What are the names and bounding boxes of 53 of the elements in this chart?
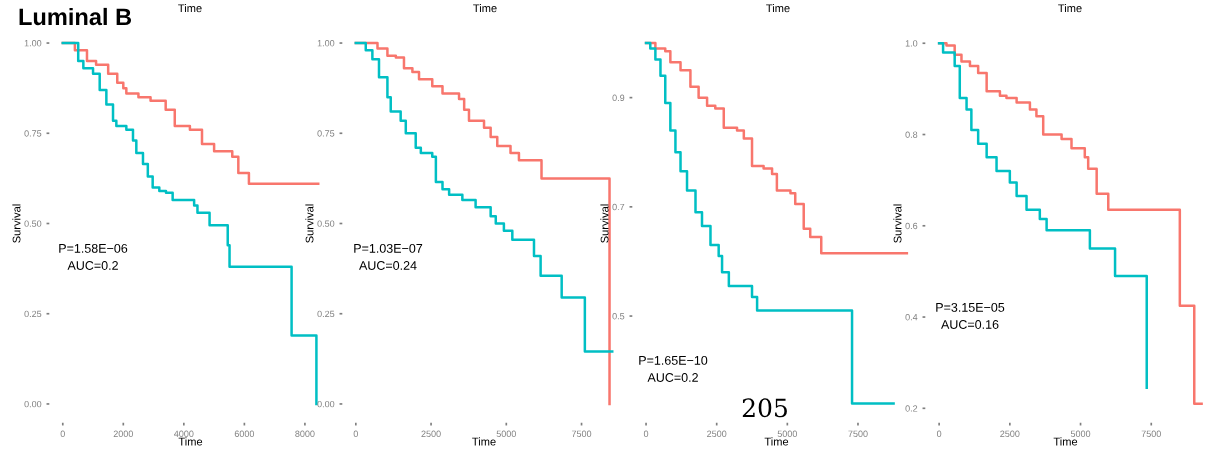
x-tick-label: 2500 xyxy=(421,430,441,437)
y-tick-label: 0.75 xyxy=(24,130,42,137)
y-tick-label: 0.2 xyxy=(905,405,918,412)
x-tick-label: 7500 xyxy=(1141,430,1161,437)
chart-title: Luminal B xyxy=(19,7,132,26)
x-tick-label: 0 xyxy=(643,430,649,437)
y-tick-label: 1.0 xyxy=(905,40,918,47)
annotation: P=3.15E−05 AUC=0.16 xyxy=(936,302,1005,329)
y-tick-label: 0.6 xyxy=(905,222,918,230)
text: Time xyxy=(1058,4,1082,13)
y-tick-label: 0.50 xyxy=(317,220,335,227)
y-tick-label: 1.00 xyxy=(24,40,42,47)
y-tick-label: 0.50 xyxy=(24,220,42,227)
x-tick-label: 2000 xyxy=(113,430,133,437)
x-tick-label: 7500 xyxy=(848,430,868,437)
x-tick-label: 2500 xyxy=(1000,430,1020,437)
y-tick-label: 0.00 xyxy=(24,400,42,408)
x-tick-label: 5000 xyxy=(496,430,516,437)
y-axis-title: Survival xyxy=(305,204,314,243)
annotation: P=1.58E−06 AUC=0.2 xyxy=(59,243,128,270)
annotation: P=1.65E−10 AUC=0.2 xyxy=(639,355,708,382)
y-tick-label: 0.25 xyxy=(24,310,42,318)
y-tick-label: 0.25 xyxy=(317,310,335,318)
y-tick-label: 1.00 xyxy=(317,40,335,47)
x-tick-label: 6000 xyxy=(234,430,255,437)
y-tick-label: 0.00 xyxy=(317,400,335,408)
x-tick-label: 5000 xyxy=(1070,430,1091,437)
text: Time xyxy=(473,4,497,13)
y-tick-label: 0.9 xyxy=(612,94,625,101)
y-axis-title: Survival xyxy=(600,204,609,243)
x-axis-title: Time xyxy=(764,437,789,446)
y-tick-label: 0.8 xyxy=(905,131,918,138)
annotation: 205 xyxy=(742,398,787,418)
y-tick-label: 0.4 xyxy=(905,314,918,321)
x-axis-title: Time xyxy=(178,437,203,446)
x-tick-label: 0 xyxy=(353,430,358,437)
text: Time xyxy=(766,4,790,13)
y-tick-label: 0.75 xyxy=(317,130,335,137)
x-axis-title: Time xyxy=(472,437,496,446)
x-tick-label: 7500 xyxy=(571,430,592,437)
annotation: P=1.03E−07 AUC=0.24 xyxy=(354,243,423,270)
x-tick-label: 8000 xyxy=(295,430,315,437)
y-tick-label: 0.5 xyxy=(612,313,625,320)
y-axis-title: Survival xyxy=(893,204,902,243)
x-tick-label: 0 xyxy=(60,430,65,437)
y-tick-label: 0.7 xyxy=(612,203,625,211)
text: Time xyxy=(178,4,202,13)
x-tick-label: 4000 xyxy=(174,430,194,437)
x-axis-title: Time xyxy=(1053,437,1078,446)
x-tick-label: 0 xyxy=(936,430,942,437)
y-axis-title: Survival xyxy=(12,204,21,243)
x-tick-label: 2500 xyxy=(707,430,727,437)
x-tick-label: 5000 xyxy=(777,430,798,437)
